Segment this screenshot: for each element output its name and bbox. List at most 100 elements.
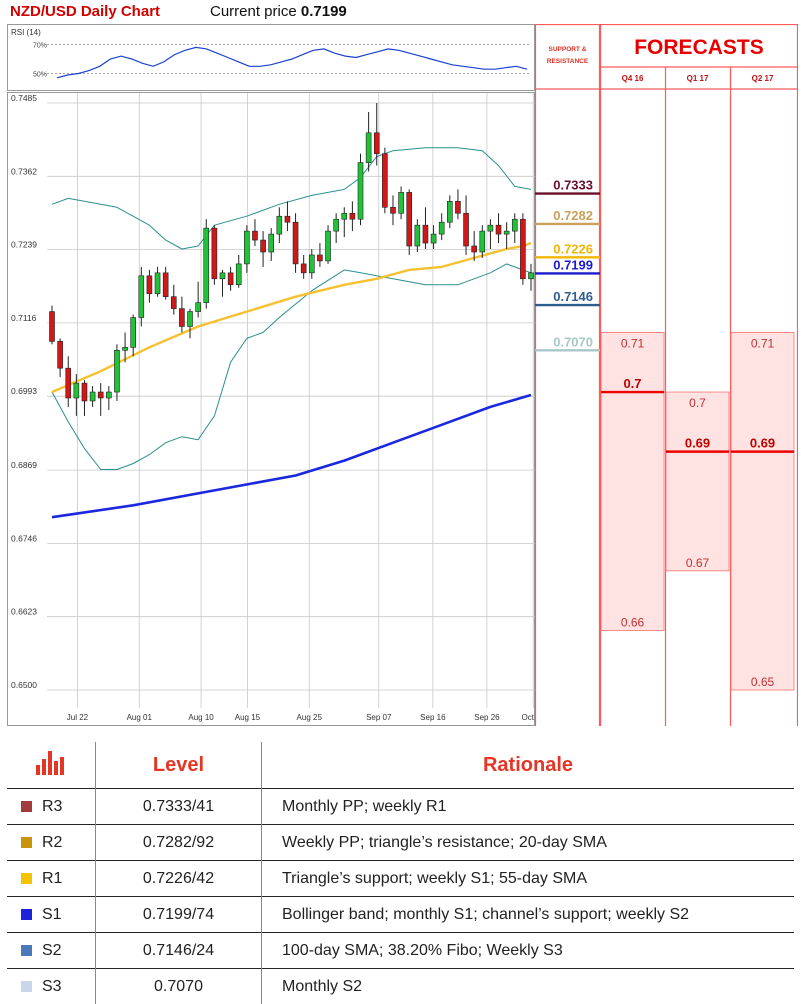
x-tick-label: Jul 22 [67,713,89,722]
candle-body [309,255,314,273]
candle-body [504,231,509,234]
sr-level-value: 0.7282 [553,208,593,223]
candle-body [399,192,404,213]
fc-median-label: 0.69 [750,436,775,451]
candle-body [50,312,55,342]
sr-level-value: 0.7070 [553,334,593,349]
candle-body [496,225,501,234]
rsi-label: RSI (14) [11,28,41,37]
candle-body [74,383,79,398]
candle-body [244,231,249,264]
candle-body [293,222,298,264]
chart-frame [8,93,535,726]
x-tick-label: Oct 05 [521,713,535,722]
candle-body [317,255,322,261]
level-color-swatch [21,981,32,992]
candle-body [123,347,128,350]
level-color-swatch [21,945,32,956]
candle-body [114,350,119,392]
table-icon-cell [7,742,96,789]
candle-body [163,273,168,297]
candle-body [188,312,193,327]
rsi-frame [8,25,535,91]
y-tick-label: 0.7239 [11,240,37,250]
candle-body [447,201,452,222]
level-value: 0.7146/24 [96,933,262,969]
y-tick-label: 0.6869 [11,460,37,470]
current-price-prefix: Current price [210,3,301,20]
candle-body [520,219,525,279]
candle-body [488,225,493,231]
sr-level-value: 0.7146 [553,289,593,304]
candle-body [301,264,306,273]
y-tick-label: 0.7485 [11,93,37,103]
candle-body [374,133,379,154]
current-price-value: 0.7199 [301,3,347,20]
candle-body [252,231,257,240]
y-tick-label: 0.6623 [11,607,37,617]
fc-low-label: 0.67 [686,556,710,570]
level-key-cell: R3 [7,789,96,825]
candle-body [131,318,136,348]
candle-body [455,201,460,213]
candle-body [464,213,469,246]
candle-body [236,264,241,285]
level-rationale: Monthly PP; weekly R1 [262,789,795,825]
level-color-swatch [21,873,32,884]
level-key-cell: S2 [7,933,96,969]
sr-header-line1: SUPPORT & [549,46,587,53]
chart-header: NZD/USD Daily Chart Current price 0.7199 [0,0,535,24]
candle-body [139,276,144,318]
level-rationale: Triangle’s support; weekly S1; 55-day SM… [262,861,795,897]
level-key: R2 [42,834,62,851]
rationale-header: Rationale [262,742,795,789]
fc-high-label: 0.71 [751,336,775,350]
fc-range-box [666,392,729,571]
level-rationale: 100-day SMA; 38.20% Fibo; Weekly S3 [262,933,795,969]
level-color-swatch [21,837,32,848]
level-key-cell: S3 [7,969,96,1004]
level-value: 0.7070 [96,969,262,1004]
fc-low-label: 0.66 [621,615,645,629]
fc-median-label: 0.7 [623,376,641,391]
sr-level-value: 0.7199 [553,257,593,272]
candle-body [171,297,176,309]
candle-body [382,154,387,208]
fc-column-label: Q2 17 [752,74,774,83]
fc-column-label: Q1 17 [687,74,709,83]
y-tick-label: 0.6746 [11,533,37,543]
fc-range-box [731,332,794,690]
candle-body [350,213,355,219]
candle-body [358,163,363,220]
candle-body [472,246,477,252]
fc-low-label: 0.65 [751,675,775,689]
candle-body [261,240,266,252]
candle-body [196,303,201,312]
x-tick-label: Aug 01 [127,713,153,722]
chart-title: NZD/USD Daily Chart [10,3,160,20]
level-rationale: Bollinger band; monthly S1; channel’s su… [262,897,795,933]
y-tick-label: 0.6993 [11,386,37,396]
candle-body [98,392,103,398]
price-chart: 0.74850.73620.72390.71160.69930.68690.67… [7,92,535,726]
level-value: 0.7282/92 [96,825,262,861]
sr-header-line2: RESISTANCE [547,58,589,65]
candle-body [204,228,209,302]
candle-body [220,273,225,279]
level-key: S1 [42,906,62,923]
candle-body [431,234,436,243]
bar-chart-icon [34,749,68,775]
candle-body [480,231,485,252]
candle-body [415,225,420,246]
level-key: S3 [42,978,62,995]
candle-body [366,133,371,163]
candle-body [407,192,412,246]
level-color-swatch [21,909,32,920]
candle-body [66,368,71,398]
